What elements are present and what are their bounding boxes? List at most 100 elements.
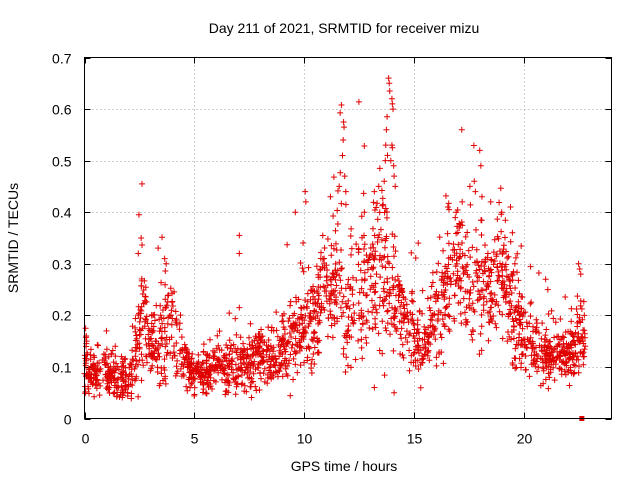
data-point	[105, 386, 112, 393]
data-point	[575, 363, 582, 370]
data-point	[351, 310, 358, 317]
data-point	[163, 352, 170, 359]
data-point	[255, 331, 262, 337]
data-point	[205, 354, 212, 361]
data-point	[289, 341, 296, 348]
data-point	[340, 118, 347, 125]
x-tick-label: 20	[517, 431, 533, 447]
data-point	[543, 326, 550, 333]
data-point	[162, 343, 169, 350]
data-point	[432, 325, 439, 332]
data-point	[462, 233, 469, 240]
data-point	[336, 183, 343, 190]
data-point	[300, 268, 307, 275]
data-point	[384, 278, 391, 285]
data-point	[561, 350, 568, 357]
data-point	[429, 269, 436, 276]
data-point	[368, 264, 375, 271]
data-point	[113, 393, 120, 400]
data-point	[567, 341, 574, 348]
data-point	[579, 338, 586, 345]
data-point	[548, 345, 555, 352]
data-point	[545, 363, 552, 370]
data-point	[154, 368, 161, 375]
data-point	[437, 331, 444, 338]
data-point	[297, 362, 304, 369]
data-point	[442, 311, 449, 318]
data-point	[378, 236, 385, 243]
data-point	[529, 340, 536, 347]
data-point	[298, 344, 305, 351]
data-point	[522, 341, 529, 348]
data-point	[348, 245, 355, 252]
data-point	[180, 354, 187, 361]
data-point	[382, 325, 389, 332]
data-point	[543, 352, 550, 359]
data-point	[504, 254, 511, 261]
data-point	[337, 169, 344, 176]
data-point	[360, 289, 367, 296]
data-point	[224, 344, 231, 351]
data-point	[351, 317, 358, 324]
data-point	[342, 368, 349, 375]
data-point	[173, 340, 180, 347]
data-point	[529, 328, 536, 335]
data-point	[89, 381, 96, 388]
data-point	[133, 345, 140, 352]
data-point	[503, 248, 510, 255]
data-point	[306, 320, 313, 327]
data-point	[128, 366, 135, 373]
data-point	[465, 302, 472, 309]
data-point	[287, 351, 294, 358]
data-point	[498, 209, 505, 216]
data-point	[249, 378, 256, 385]
data-point	[178, 334, 185, 341]
data-point	[304, 354, 311, 361]
data-point	[435, 260, 442, 267]
data-point	[178, 346, 185, 353]
data-point	[332, 227, 339, 234]
data-point	[280, 341, 287, 348]
data-point	[481, 267, 488, 274]
data-point	[487, 304, 494, 311]
data-point	[398, 285, 405, 292]
data-point	[486, 272, 493, 279]
data-point	[575, 260, 582, 267]
data-point	[420, 344, 427, 351]
data-point	[382, 264, 389, 271]
data-point	[135, 211, 142, 218]
data-point	[345, 297, 352, 304]
data-point	[384, 307, 391, 314]
data-point	[562, 293, 569, 300]
data-point	[384, 289, 391, 296]
data-point	[309, 337, 316, 344]
data-point	[561, 368, 568, 375]
data-point	[162, 267, 169, 274]
data-point	[372, 306, 379, 313]
data-point	[174, 368, 181, 375]
data-point	[363, 340, 370, 347]
data-point	[472, 269, 479, 276]
data-point	[568, 305, 575, 312]
data-point	[250, 370, 257, 377]
data-point	[384, 320, 391, 327]
x-tick-label: 5	[191, 431, 199, 447]
data-point	[117, 374, 124, 381]
data-point	[317, 267, 324, 274]
data-point	[179, 361, 186, 368]
data-point	[435, 307, 442, 314]
data-point	[469, 278, 476, 285]
data-point	[153, 356, 160, 363]
data-point	[572, 329, 579, 336]
data-point	[296, 315, 303, 322]
data-point	[509, 271, 516, 278]
data-point	[132, 348, 139, 355]
data-point	[550, 315, 557, 322]
data-point	[287, 302, 294, 309]
data-point	[347, 364, 354, 371]
data-point	[436, 350, 443, 357]
data-point	[400, 354, 407, 361]
data-point	[311, 296, 318, 303]
data-point	[433, 362, 440, 369]
data-point	[381, 253, 388, 260]
